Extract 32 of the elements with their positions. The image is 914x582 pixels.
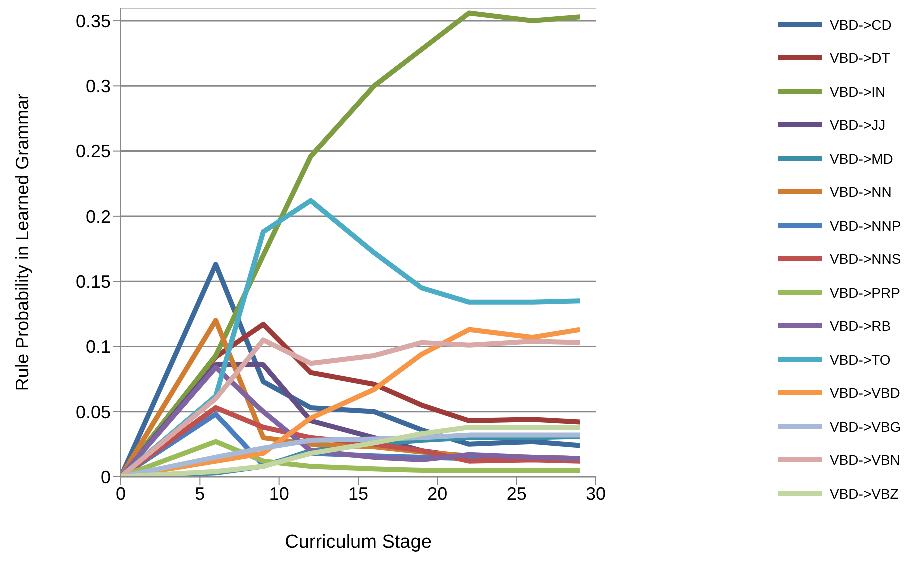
y-axis-title: Rule Probability in Learned Grammar	[12, 94, 32, 392]
legend-label: VBD->VBG	[830, 418, 902, 435]
x-tick-label: 20	[428, 484, 448, 504]
x-tick-label: 5	[195, 484, 206, 504]
legend-label: VBD->VBD	[830, 385, 900, 402]
legend-label: VBD->VBN	[830, 452, 900, 468]
legend-label: VBD->VBZ	[830, 486, 899, 502]
y-tick-label: 0.25	[76, 142, 111, 162]
y-tick-label: 0.1	[86, 337, 111, 358]
legend-label: VBD->PRP	[830, 284, 900, 301]
y-tick-label: 0.3	[86, 76, 111, 97]
legend-label: VBD->JJ	[830, 117, 886, 134]
legend-label: VBD->DT	[830, 50, 890, 66]
legend-label: VBD->MD	[830, 150, 894, 167]
legend-label: VBD->NNS	[830, 251, 902, 268]
y-tick-label: 0.35	[76, 11, 111, 32]
legend-label: VBD->TO	[830, 352, 891, 368]
legend-label: VBD->RB	[830, 318, 892, 334]
x-axis-title: Curriculum Stage	[285, 532, 432, 553]
legend-label: VBD->NN	[830, 184, 892, 200]
y-tick-label: 0.05	[76, 402, 111, 422]
y-tick-label: 0	[100, 467, 111, 488]
legend-label: VBD->CD	[830, 16, 892, 33]
y-tick-label: 0.2	[86, 206, 111, 227]
x-tick-label: 30	[586, 484, 606, 504]
x-tick-label: 15	[348, 484, 369, 504]
legend-label: VBD->IN	[830, 84, 886, 100]
x-tick-label: 10	[269, 484, 290, 504]
legend-label: VBD->NNP	[830, 218, 902, 234]
y-tick-label: 0.15	[76, 272, 111, 292]
x-tick-label: 0	[116, 484, 126, 504]
x-tick-label: 25	[506, 484, 527, 504]
